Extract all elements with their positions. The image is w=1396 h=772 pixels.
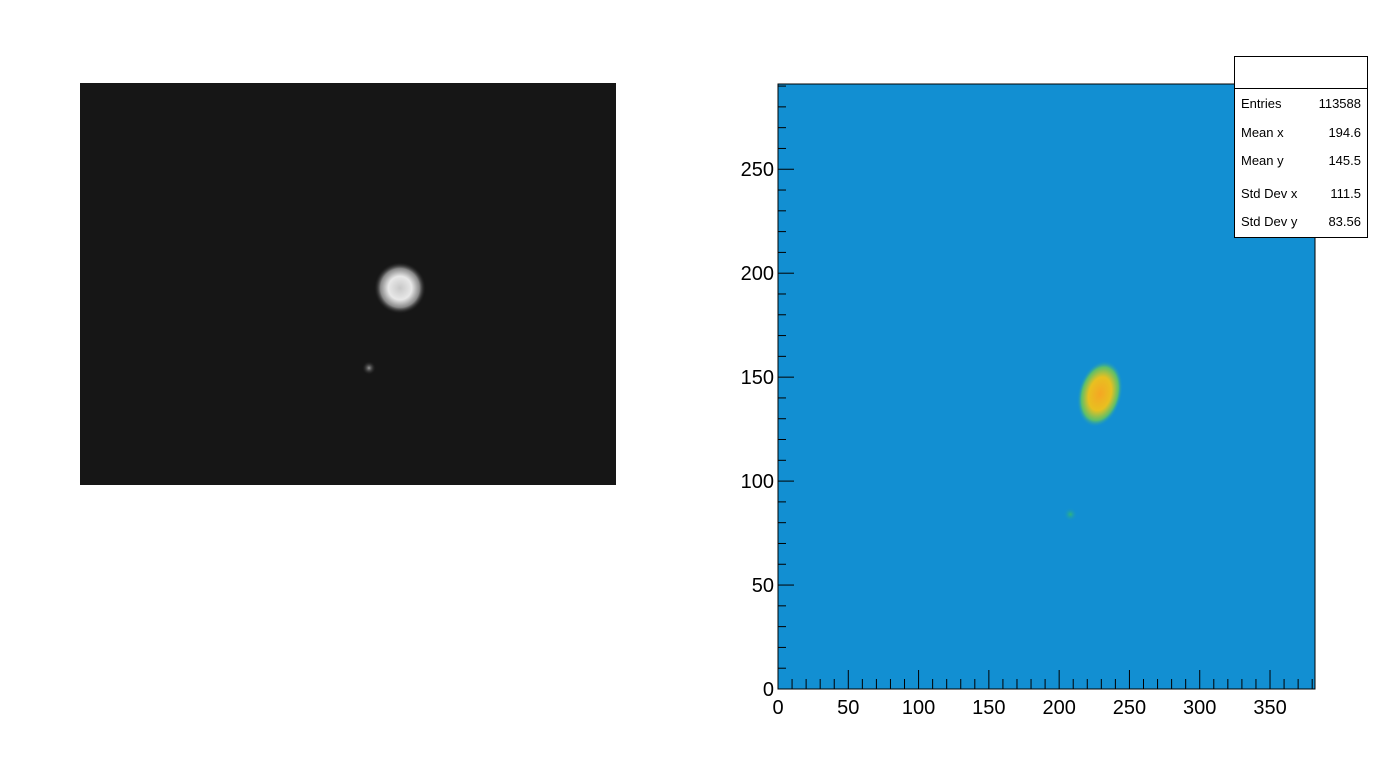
stats-value: 111.5 [1330, 186, 1361, 201]
y-tick-label: 200 [741, 263, 774, 285]
y-tick-label: 150 [741, 367, 774, 389]
stats-value: 145.5 [1328, 153, 1361, 168]
bright-spot [374, 262, 426, 314]
x-tick-label: 100 [902, 697, 935, 719]
plot-area [777, 83, 1316, 690]
y-tick-label: 250 [741, 159, 774, 181]
stats-value: 194.6 [1328, 125, 1361, 140]
y-tick-label: 0 [763, 679, 774, 701]
stats-label: Entries [1241, 96, 1282, 111]
image-background [80, 83, 616, 485]
stats-row: Std Dev x 111.5 [1241, 186, 1361, 201]
stats-value: 113588 [1318, 96, 1361, 111]
stats-label: Std Dev y [1241, 214, 1298, 229]
x-tick-label: 50 [837, 697, 859, 719]
stats-label: Mean y [1241, 153, 1284, 168]
stats-label: Std Dev x [1241, 186, 1298, 201]
x-tick-label: 300 [1183, 697, 1216, 719]
y-tick-label: 50 [752, 575, 774, 597]
x-tick-label: 150 [972, 697, 1005, 719]
y-tick-label: 100 [741, 471, 774, 493]
stats-label: Mean x [1241, 125, 1284, 140]
hotspot [1076, 360, 1123, 428]
x-tick-label: 200 [1042, 697, 1075, 719]
stats-box: Entries 113588 Mean x 194.6 Mean y 145.5 Std D… [1234, 56, 1368, 238]
camera-image [80, 83, 616, 485]
stats-title [1235, 57, 1367, 89]
faint-spot [1063, 507, 1078, 522]
faint-spot [362, 361, 376, 375]
stats-row: Mean x 194.6 [1241, 125, 1361, 140]
x-tick-label: 350 [1253, 697, 1286, 719]
stats-value: 83.56 [1328, 214, 1361, 229]
x-tick-label: 250 [1113, 697, 1146, 719]
stats-row: Std Dev y 83.56 [1241, 214, 1361, 229]
stats-row: Mean y 145.5 [1241, 153, 1361, 168]
x-tick-label: 0 [772, 697, 783, 719]
stats-row: Entries 113588 [1241, 96, 1361, 111]
